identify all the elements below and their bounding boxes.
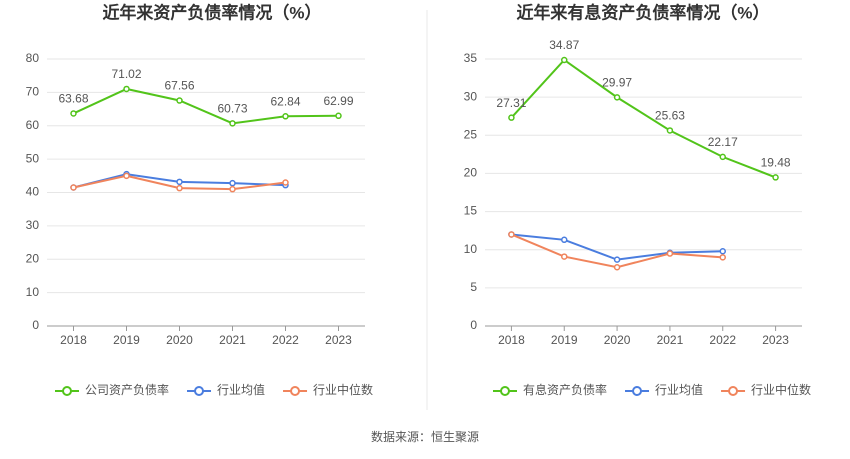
legend-label: 行业均值 <box>217 382 265 397</box>
series-line <box>73 87 339 125</box>
source-note: 数据来源：恒生聚源 <box>371 429 479 444</box>
y-tick-label: 40 <box>26 185 40 199</box>
x-tick-label: 2018 <box>60 333 87 347</box>
data-label: 71.02 <box>111 67 141 81</box>
y-tick-label: 35 <box>464 51 478 65</box>
point <box>70 184 77 191</box>
point <box>123 172 130 180</box>
y-tick-label: 15 <box>464 204 478 218</box>
y-tick-label: 20 <box>464 166 478 180</box>
x-tick-label: 2020 <box>166 333 193 347</box>
point <box>176 178 183 186</box>
data-label: 27.31 <box>496 96 526 110</box>
data-label: 62.99 <box>323 94 353 108</box>
point <box>561 236 568 244</box>
legend-marker <box>290 386 301 396</box>
point <box>613 94 621 101</box>
point <box>613 256 621 263</box>
point <box>613 264 621 271</box>
x-tick-label: 2023 <box>325 333 352 347</box>
data-label: 67.56 <box>164 79 194 93</box>
chart-title: 近年来有息资产负债率情况（%） <box>516 2 769 22</box>
point <box>70 110 77 117</box>
y-tick-label: 5 <box>470 280 477 294</box>
legend-marker <box>194 386 205 396</box>
point <box>719 153 726 161</box>
data-label: 19.48 <box>761 156 791 170</box>
point <box>176 184 183 192</box>
y-tick-label: 10 <box>464 242 478 256</box>
point <box>561 56 568 64</box>
y-tick-label: 50 <box>26 151 40 165</box>
y-tick-label: 30 <box>464 89 478 103</box>
data-label: 34.87 <box>549 38 579 52</box>
y-tick-label: 10 <box>26 285 40 299</box>
y-tick-label: 0 <box>470 318 477 332</box>
x-tick-label: 2018 <box>498 333 525 347</box>
x-tick-label: 2022 <box>272 333 299 347</box>
y-tick-label: 0 <box>32 318 39 332</box>
y-tick-label: 60 <box>26 118 40 132</box>
point <box>508 231 515 238</box>
point <box>123 85 130 93</box>
data-label: 62.84 <box>270 94 300 108</box>
legend-label: 行业中位数 <box>751 382 811 397</box>
y-tick-label: 80 <box>26 51 40 65</box>
point <box>229 179 236 187</box>
x-tick-label: 2023 <box>762 333 789 347</box>
data-label: 29.97 <box>602 76 632 90</box>
y-tick-label: 20 <box>26 251 40 265</box>
x-tick-label: 2022 <box>709 333 736 347</box>
point <box>772 174 779 181</box>
point <box>508 114 515 121</box>
point <box>229 120 236 127</box>
point <box>282 179 289 186</box>
legend-marker <box>62 386 72 396</box>
x-tick-label: 2019 <box>113 333 140 347</box>
legend-label: 公司资产负债率 <box>85 382 169 397</box>
point <box>335 112 342 120</box>
point <box>666 250 674 257</box>
x-tick-label: 2020 <box>604 333 631 347</box>
point <box>229 185 236 193</box>
series-line <box>510 58 776 179</box>
legend-label: 行业中位数 <box>313 382 373 397</box>
data-label: 63.68 <box>58 92 88 106</box>
legend-label: 行业均值 <box>655 382 703 397</box>
legend-marker <box>632 386 643 396</box>
chart-title: 近年来资产负债率情况（%） <box>102 2 321 22</box>
y-tick-label: 70 <box>26 85 40 99</box>
point <box>282 113 289 120</box>
point <box>561 253 568 260</box>
data-label: 22.17 <box>708 135 738 149</box>
legend-marker <box>728 386 739 396</box>
x-tick-label: 2021 <box>219 333 246 347</box>
point <box>719 254 726 261</box>
legend-label: 有息资产负债率 <box>523 382 607 397</box>
y-tick-label: 30 <box>26 218 40 232</box>
x-tick-label: 2021 <box>657 333 684 347</box>
point <box>719 247 726 255</box>
point <box>666 127 674 134</box>
x-tick-label: 2019 <box>551 333 578 347</box>
legend-marker <box>500 386 510 396</box>
data-label: 25.63 <box>655 109 685 123</box>
data-label: 60.73 <box>217 101 247 115</box>
y-tick-label: 25 <box>464 127 478 141</box>
point <box>176 97 183 104</box>
